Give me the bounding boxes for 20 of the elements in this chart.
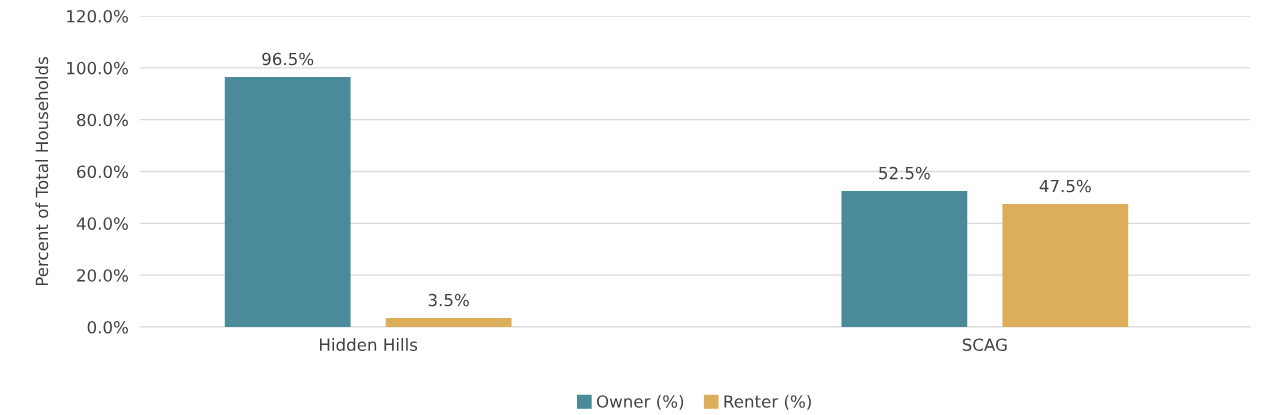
legend-label: Renter (%) [724, 394, 811, 410]
data-label: 47.5% [1039, 179, 1091, 193]
y-tick-label: 20.0% [77, 269, 128, 282]
legend-label: Owner (%) [596, 394, 684, 410]
y-tick-label: 40.0% [76, 217, 128, 230]
y-tick-label: 100.0% [67, 61, 128, 75]
y-tick-label: 60.0% [77, 165, 128, 179]
y-tick-label: 0.0% [87, 320, 128, 334]
bar [1002, 203, 1129, 327]
bar [841, 190, 968, 327]
data-label: 52.5% [879, 166, 930, 180]
bar [224, 76, 351, 327]
y-axis-title: Percent of Total Households [35, 57, 49, 286]
data-label: 3.5% [428, 293, 469, 307]
y-tick-label: 80.0% [77, 113, 128, 127]
y-tick-label: 120.0% [67, 9, 128, 23]
x-tick-label: SCAG [962, 338, 1007, 352]
x-tick-label: Hidden Hills [320, 338, 418, 352]
bar [385, 317, 512, 327]
data-label: 96.5% [262, 52, 314, 66]
